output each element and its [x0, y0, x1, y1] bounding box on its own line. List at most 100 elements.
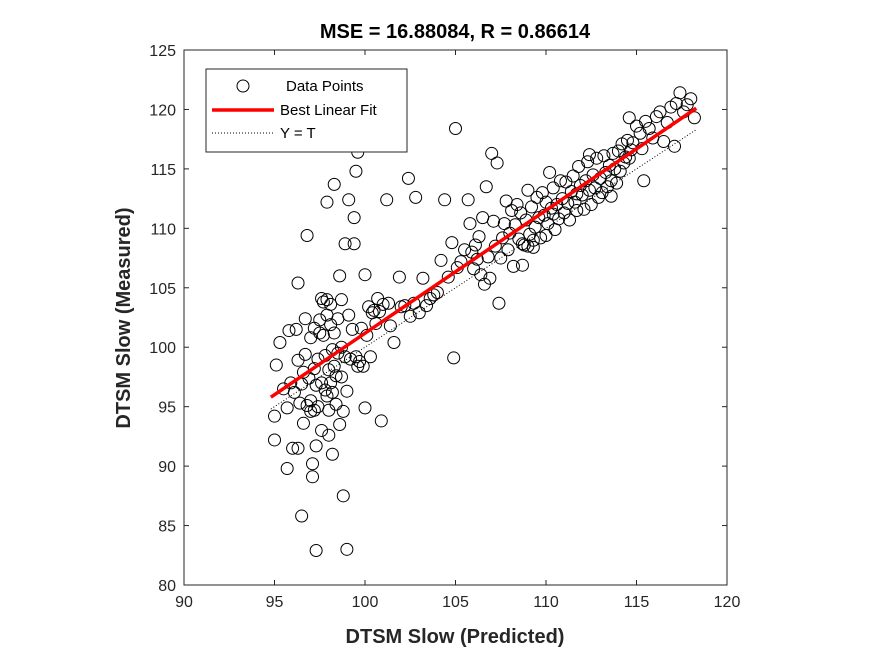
- data-point: [382, 296, 396, 310]
- identity-line: [270, 129, 697, 410]
- data-point: [582, 148, 596, 162]
- data-point: [626, 136, 640, 150]
- data-point: [336, 404, 350, 418]
- data-point: [340, 384, 354, 398]
- y-tick-label: 85: [158, 519, 176, 536]
- data-point: [653, 105, 667, 119]
- data-point: [358, 401, 372, 415]
- x-tick-label: 120: [714, 594, 741, 611]
- data-point: [300, 398, 314, 412]
- data-point: [534, 231, 548, 245]
- data-point: [591, 190, 605, 204]
- chart-title: MSE = 16.88084, R = 0.86614: [320, 21, 591, 43]
- data-point: [344, 352, 358, 366]
- data-point: [327, 326, 341, 340]
- y-tick-label: 105: [149, 281, 176, 298]
- data-point: [637, 174, 651, 188]
- data-point: [575, 188, 589, 202]
- data-point: [430, 286, 444, 300]
- data-point: [325, 447, 339, 461]
- data-point: [313, 326, 327, 340]
- data-point: [327, 177, 341, 191]
- data-point: [445, 236, 459, 250]
- data-point: [488, 239, 502, 253]
- data-point: [479, 180, 493, 194]
- data-point: [684, 92, 698, 106]
- data-point: [582, 183, 596, 197]
- data-point: [349, 350, 363, 364]
- data-point: [284, 376, 298, 390]
- data-point: [309, 378, 323, 392]
- data-point: [347, 211, 361, 225]
- data-point: [416, 271, 430, 285]
- y-tick-label: 120: [149, 102, 176, 119]
- data-point: [506, 259, 520, 273]
- data-point: [568, 195, 582, 209]
- data-point: [501, 243, 515, 257]
- data-point: [494, 251, 508, 265]
- x-tick-label: 100: [352, 594, 379, 611]
- data-point: [376, 297, 390, 311]
- x-axis-ticks: 90 95 100 105 110 115 120: [175, 50, 740, 611]
- data-point: [356, 359, 370, 373]
- data-point: [668, 139, 682, 153]
- y-axis-ticks: 80 85 90 95 100 105 110 115 120 125: [149, 43, 727, 595]
- data-point: [345, 322, 359, 336]
- data-point: [300, 228, 314, 242]
- x-axis-label: DTSM Slow (Predicted): [346, 626, 565, 648]
- data-point: [449, 121, 462, 135]
- data-point: [543, 165, 557, 179]
- data-point: [353, 354, 367, 368]
- data-point: [338, 350, 352, 364]
- data-point: [409, 190, 423, 204]
- data-point: [306, 457, 320, 471]
- data-point: [463, 217, 477, 231]
- data-point: [461, 193, 475, 207]
- data-point: [604, 174, 618, 188]
- data-point: [474, 268, 488, 282]
- data-point: [403, 309, 417, 323]
- data-point: [577, 202, 591, 216]
- data-point: [673, 86, 687, 100]
- data-point: [329, 369, 343, 383]
- x-tick-label: 90: [175, 594, 193, 611]
- data-point: [336, 489, 350, 503]
- data-point: [320, 195, 334, 209]
- data-point: [553, 174, 567, 188]
- data-point: [372, 305, 386, 319]
- x-tick-label: 105: [442, 594, 469, 611]
- data-point: [380, 193, 394, 207]
- data-point: [315, 423, 329, 437]
- identity-line-layer: [270, 129, 697, 410]
- data-points-layer: [268, 86, 701, 558]
- data-point: [496, 231, 510, 245]
- data-point: [434, 253, 448, 267]
- data-point: [347, 237, 361, 251]
- data-point: [293, 396, 307, 410]
- data-point: [342, 193, 356, 207]
- data-point: [487, 214, 501, 228]
- data-point: [322, 428, 336, 442]
- y-tick-label: 80: [158, 578, 176, 595]
- data-point: [289, 322, 303, 336]
- data-point: [307, 362, 321, 376]
- y-tick-label: 110: [150, 221, 176, 238]
- data-point: [526, 233, 540, 247]
- data-point: [447, 351, 461, 365]
- data-point: [427, 288, 441, 302]
- data-point: [649, 110, 663, 124]
- data-point: [309, 439, 323, 453]
- y-axis-label: DTSM Slow (Measured): [113, 207, 135, 428]
- data-point: [280, 401, 294, 415]
- data-point: [490, 156, 504, 170]
- data-point: [349, 164, 363, 178]
- data-point: [340, 542, 354, 556]
- y-tick-label: 125: [149, 43, 176, 60]
- data-point: [298, 312, 312, 326]
- data-point: [657, 135, 671, 149]
- data-point: [374, 414, 388, 428]
- y-tick-label: 115: [150, 162, 176, 179]
- data-point: [273, 335, 287, 349]
- data-point: [315, 291, 329, 305]
- data-point: [367, 303, 381, 317]
